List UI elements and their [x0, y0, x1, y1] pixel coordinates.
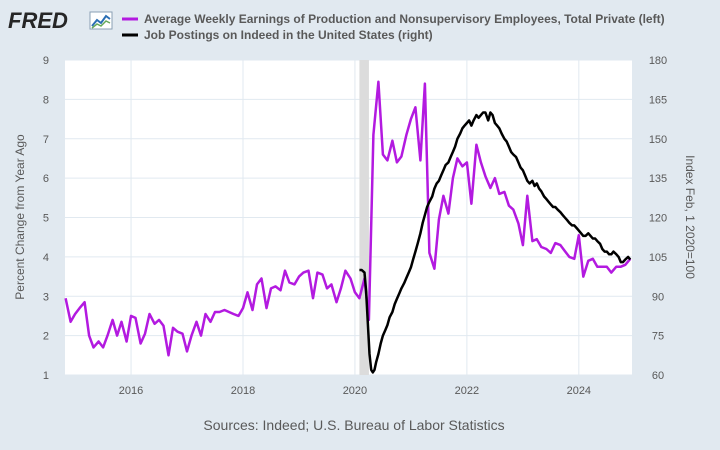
legend-label-postings: Job Postings on Indeed in the United Sta…: [144, 28, 433, 42]
right-tick-label: 165: [649, 94, 667, 106]
left-axis-ticks: 1 2 3 4 5 6 7 8 9: [43, 55, 49, 382]
left-tick-label: 1: [43, 370, 49, 382]
right-axis-ticks: 60 75 90 105 120 135 150 165 180: [649, 55, 667, 382]
x-tick-label: 2018: [231, 385, 255, 397]
left-tick-label: 6: [43, 173, 49, 185]
x-axis-ticks: 2016 2018 2020 2022 2024: [119, 385, 591, 397]
left-tick-label: 7: [43, 134, 49, 146]
legend-label-earnings: Average Weekly Earnings of Production an…: [144, 12, 665, 26]
right-tick-label: 150: [649, 134, 667, 146]
right-tick-label: 180: [649, 55, 667, 67]
right-tick-label: 60: [652, 370, 664, 382]
earnings-series-line: [64, 80, 632, 357]
left-tick-label: 5: [43, 213, 49, 225]
left-tick-label: 4: [43, 252, 49, 264]
job-postings-series-line: [359, 111, 632, 374]
gridlines: [65, 59, 632, 376]
left-tick-label: 2: [43, 331, 49, 343]
left-tick-label: 8: [43, 94, 49, 106]
left-axis-title: Percent Change from Year Ago: [13, 134, 27, 300]
x-tick-label: 2016: [119, 385, 143, 397]
right-tick-label: 90: [652, 291, 664, 303]
fred-logo-chart-icon: [89, 11, 113, 30]
x-tick-label: 2024: [567, 385, 591, 397]
recession-band: [359, 60, 369, 375]
recession-shading: [359, 60, 369, 375]
legend: Average Weekly Earnings of Production an…: [122, 12, 665, 42]
right-axis-title: Index Feb, 1 2020=100: [683, 155, 697, 279]
source-note: Sources: Indeed; U.S. Bureau of Labor St…: [203, 417, 504, 433]
right-tick-label: 75: [652, 331, 664, 343]
right-tick-label: 105: [649, 252, 667, 264]
left-tick-label: 9: [43, 55, 49, 67]
series-layer: [64, 80, 632, 374]
right-tick-label: 120: [649, 213, 667, 225]
left-tick-label: 3: [43, 291, 49, 303]
fred-logo[interactable]: FRED: [8, 8, 113, 33]
right-tick-label: 135: [649, 173, 667, 185]
fred-logo-text: FRED: [8, 8, 68, 33]
x-tick-label: 2022: [455, 385, 479, 397]
x-tick-label: 2020: [343, 385, 367, 397]
